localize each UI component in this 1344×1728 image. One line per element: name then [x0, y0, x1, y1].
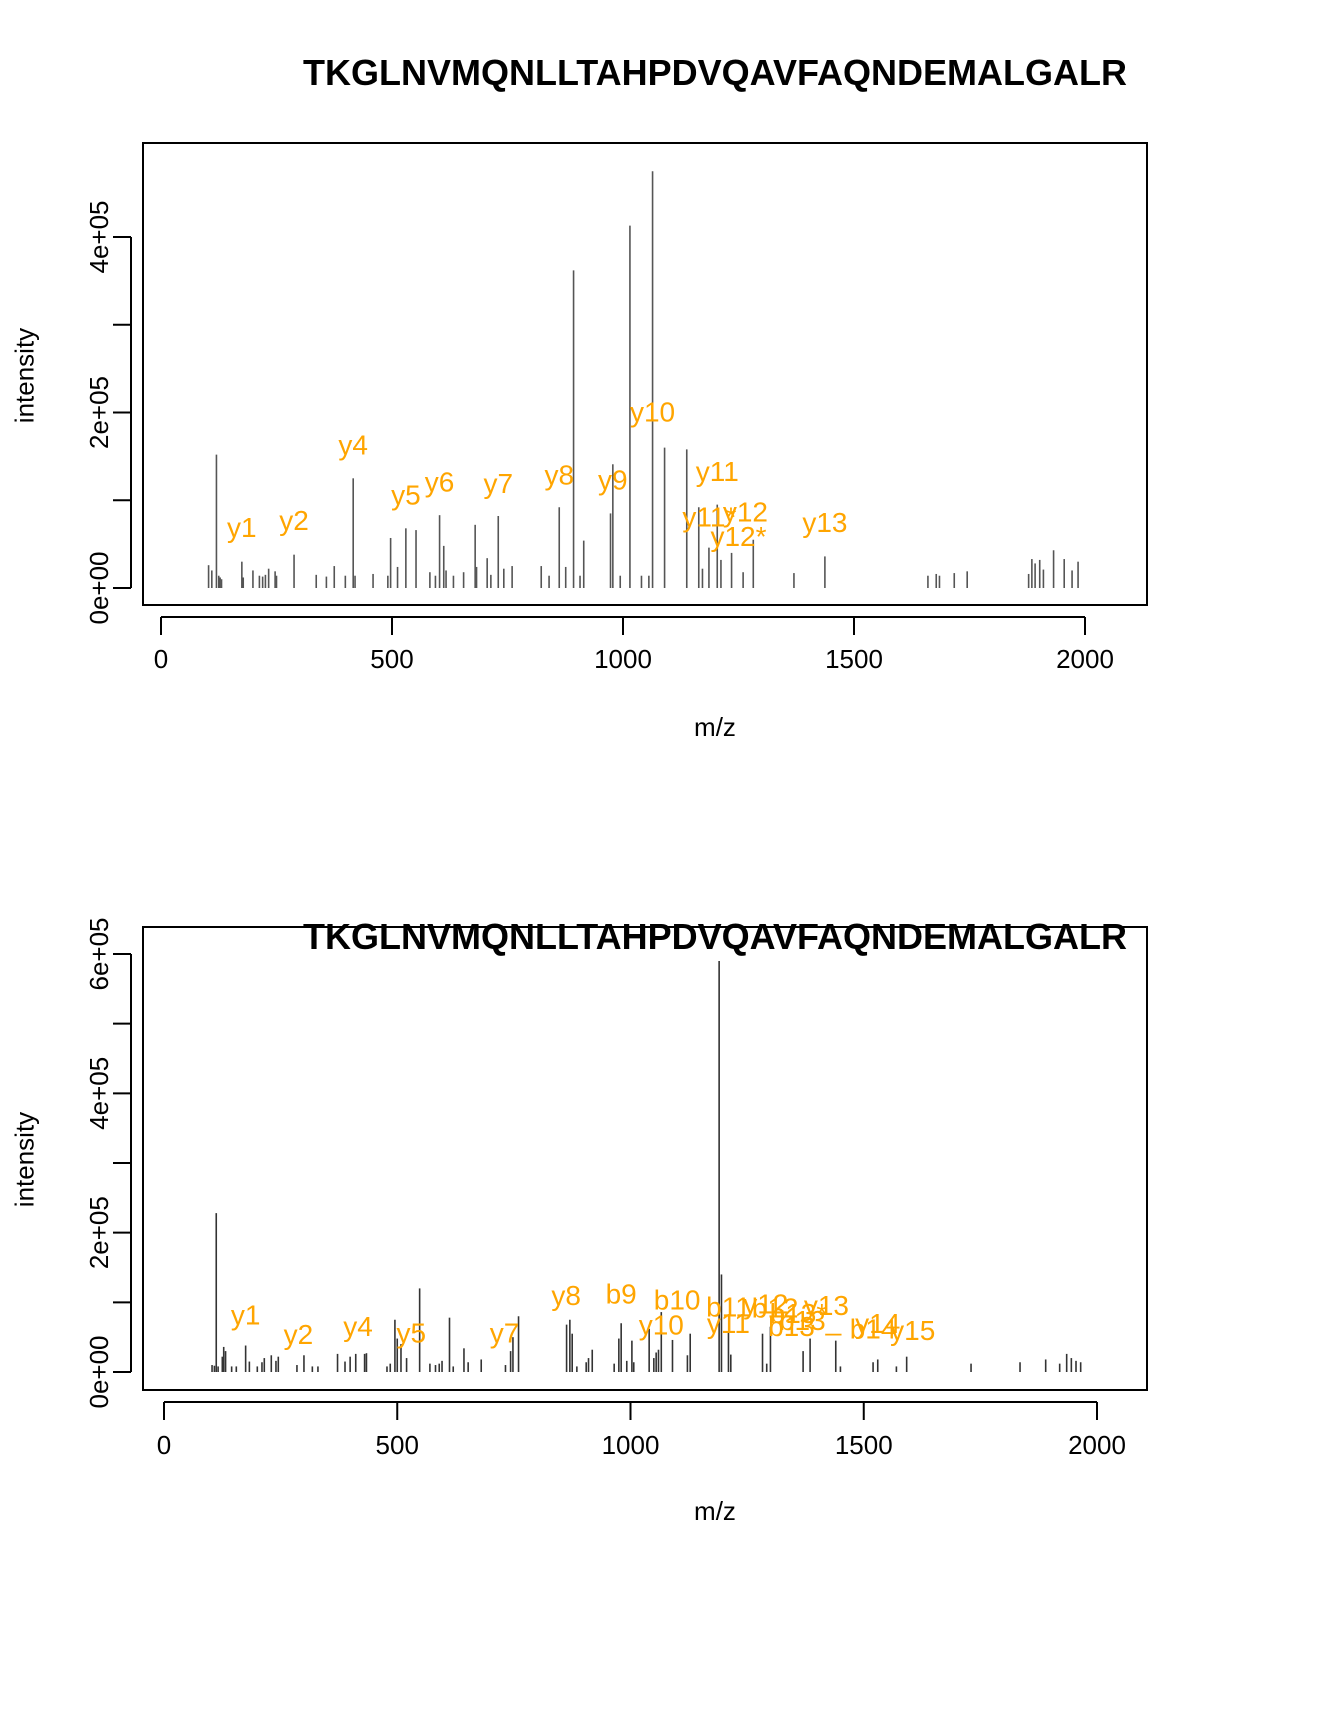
- x-tick-label: 2000: [1068, 1430, 1126, 1460]
- y-axis-label: intensity: [9, 327, 40, 424]
- y-tick-label: 2e+05: [84, 1196, 114, 1269]
- ion-annotation: y13: [802, 507, 847, 538]
- x-tick-label: 500: [376, 1430, 419, 1460]
- ion-annotation: y8: [551, 1280, 581, 1311]
- y-tick-label: 6e+05: [84, 917, 114, 990]
- y-tick-label: 0e+00: [84, 1335, 114, 1408]
- ion-annotation: y8: [544, 459, 574, 490]
- x-tick-label: 0: [157, 1430, 171, 1460]
- x-tick-label: 0: [154, 644, 168, 674]
- x-tick-label: 2000: [1056, 644, 1114, 674]
- ion-annotation: b9: [606, 1279, 637, 1310]
- ion-annotation: b10: [654, 1284, 701, 1315]
- ion-annotation: y6: [425, 466, 455, 497]
- y-tick-label: 4e+05: [84, 1057, 114, 1130]
- ion-annotation: y1: [231, 1300, 261, 1331]
- y-tick-label: 2e+05: [84, 376, 114, 449]
- ion-annotation: y5: [391, 480, 421, 511]
- plot-area: 0 500 1000 1500 2000 0e+00 2e+05 4e+05 6e+05 y1 y2…: [84, 917, 1148, 1460]
- ion-annotation: y11: [707, 1308, 750, 1339]
- ion-annotation: y4: [343, 1311, 373, 1342]
- ion-annotation: y2: [279, 505, 309, 536]
- x-axis-label: m/z: [694, 712, 736, 742]
- ion-annotation: y2: [284, 1319, 314, 1350]
- ion-annotation: y13: [804, 1290, 849, 1321]
- ion-annotation: y1: [227, 512, 257, 543]
- y-tick-label: 4e+05: [84, 200, 114, 273]
- y-axis-label: intensity: [9, 1111, 40, 1208]
- y-tick-label: 0e+00: [84, 551, 114, 624]
- ion-annotation: y12: [743, 1288, 788, 1319]
- spectrum-plot-top: TKGLNVMQNLLTAHPDVQAVFAQNDEMALGALR 0 500 10…: [9, 52, 1148, 742]
- x-tick-label: 1500: [835, 1430, 893, 1460]
- plot-frame: [142, 142, 1148, 606]
- plot-frame: [142, 926, 1148, 1391]
- ion-annotation: b13*: [770, 1298, 828, 1329]
- ion-annotation: b14: [850, 1314, 897, 1345]
- ion-annotation: y12*: [710, 521, 766, 552]
- ion-annotation: b13: [768, 1311, 815, 1342]
- ion-annotation: y15: [890, 1315, 935, 1346]
- x-tick-label: 1000: [602, 1430, 660, 1460]
- plot-title: TKGLNVMQNLLTAHPDVQAVFAQNDEMALGALR: [303, 916, 1127, 957]
- x-tick-label: 1500: [825, 644, 883, 674]
- ion-annotation: y5: [396, 1318, 426, 1349]
- ion-annotation: y14: [855, 1308, 900, 1339]
- ion-annotation: y11*: [682, 502, 736, 533]
- ion-annotation: b11: [706, 1291, 751, 1322]
- ion-annotation: y11: [696, 456, 739, 487]
- ion-annotation: y7: [490, 1318, 520, 1349]
- ion-annotation: y7: [483, 468, 513, 499]
- ion-annotation: y10: [630, 396, 675, 427]
- ion-annotation: y9: [598, 465, 628, 496]
- x-tick-label: 500: [370, 644, 413, 674]
- x-tick-label: 1000: [594, 644, 652, 674]
- x-axis-label: m/z: [694, 1496, 736, 1526]
- ion-annotation: y10: [639, 1309, 684, 1340]
- ion-annotation: y12: [723, 496, 768, 527]
- ion-annotation: y4: [338, 430, 368, 461]
- spectrum-plot-bottom: TKGLNVMQNLLTAHPDVQAVFAQNDEMALGALR 0 500 10…: [0, 864, 1344, 1728]
- ion-annotation: b12: [752, 1293, 799, 1324]
- plot-title: TKGLNVMQNLLTAHPDVQAVFAQNDEMALGALR: [303, 52, 1127, 93]
- ion-annotation: b13_: [779, 1305, 842, 1336]
